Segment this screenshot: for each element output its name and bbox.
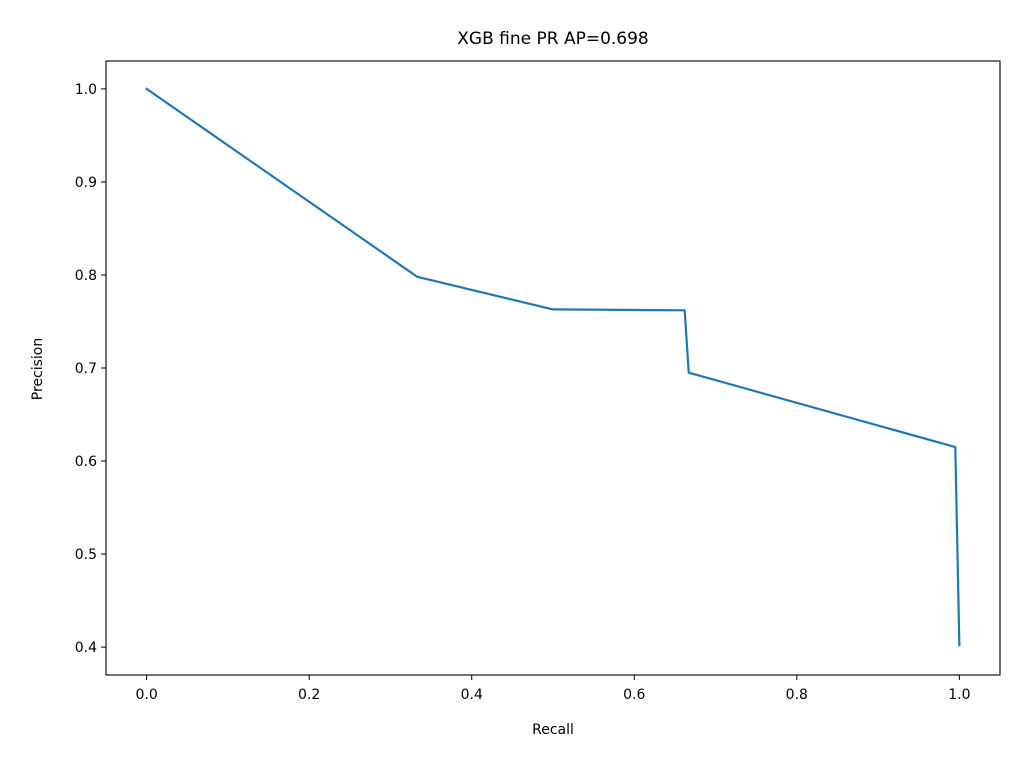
chart-title: XGB fine PR AP=0.698 bbox=[457, 29, 649, 49]
x-tick-label: 0.4 bbox=[461, 687, 483, 703]
x-tick-label: 0.6 bbox=[623, 687, 645, 703]
y-tick-label: 0.7 bbox=[75, 361, 97, 377]
x-tick-label: 0.2 bbox=[298, 687, 320, 703]
x-tick-label: 0.0 bbox=[136, 687, 158, 703]
y-tick-label: 1.0 bbox=[75, 82, 97, 98]
y-tick-label: 0.4 bbox=[75, 640, 97, 656]
y-tick-label: 0.8 bbox=[75, 268, 97, 284]
y-tick-label: 0.9 bbox=[75, 175, 97, 191]
plot-area bbox=[105, 60, 1001, 676]
x-axis: 0.0 0.2 0.4 0.6 0.8 1.0 bbox=[136, 675, 970, 703]
x-tick-label: 0.8 bbox=[786, 687, 808, 703]
x-tick-label: 1.0 bbox=[948, 687, 970, 703]
y-tick-label: 0.6 bbox=[75, 454, 97, 470]
series-line-0 bbox=[145, 87, 961, 647]
y-tick-label: 0.5 bbox=[75, 547, 97, 563]
y-axis: 0.4 0.5 0.6 0.7 0.8 0.9 1.0 bbox=[75, 82, 106, 656]
y-axis-label: Precision bbox=[30, 338, 46, 400]
x-axis-label: Recall bbox=[532, 722, 574, 738]
